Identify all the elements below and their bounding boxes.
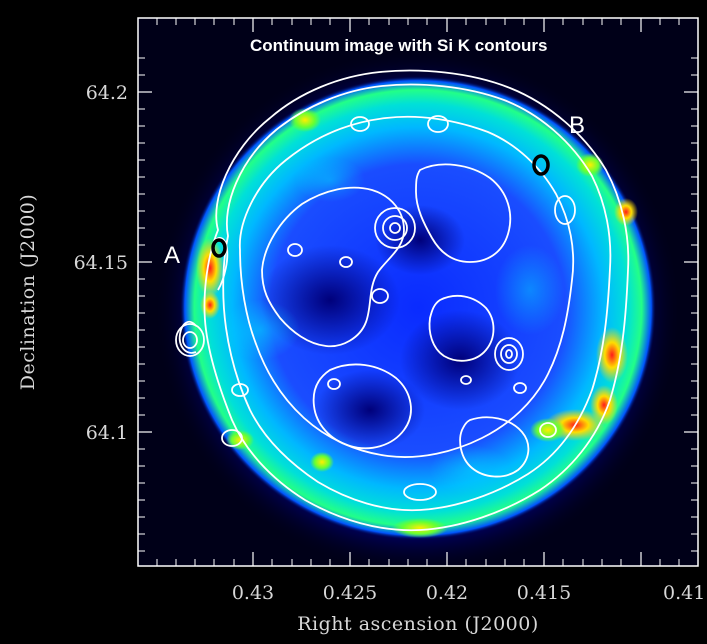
hotspot-east-upper <box>614 198 638 226</box>
region-a-label: A <box>164 242 180 269</box>
region-b-label: B <box>569 112 585 139</box>
y-tick-label: 64.1 <box>86 422 128 444</box>
x-tick-label: 0.43 <box>232 582 274 604</box>
hotspot-west <box>196 238 224 298</box>
region-b-marker[interactable] <box>532 154 550 176</box>
si-k-contours <box>175 69 630 532</box>
x-tick-label: 0.41 <box>663 582 705 604</box>
region-a-marker[interactable] <box>211 238 227 258</box>
y-tick-label: 64.2 <box>86 82 128 104</box>
x-tick-label: 0.42 <box>426 582 468 604</box>
y-tick-label: 64.15 <box>74 252 128 274</box>
figure-title: Continuum image with Si K contours <box>250 36 548 55</box>
x-tick-label: 0.415 <box>517 582 571 604</box>
sky-image <box>138 18 698 566</box>
plot-frame <box>137 17 699 567</box>
x-tick-label: 0.425 <box>323 582 377 604</box>
frame-ticks <box>138 18 698 566</box>
x-axis-title: Right ascension (J2000) <box>297 613 539 635</box>
frame-minor-ticks <box>138 18 698 566</box>
y-axis-title: Declination (J2000) <box>17 194 39 391</box>
